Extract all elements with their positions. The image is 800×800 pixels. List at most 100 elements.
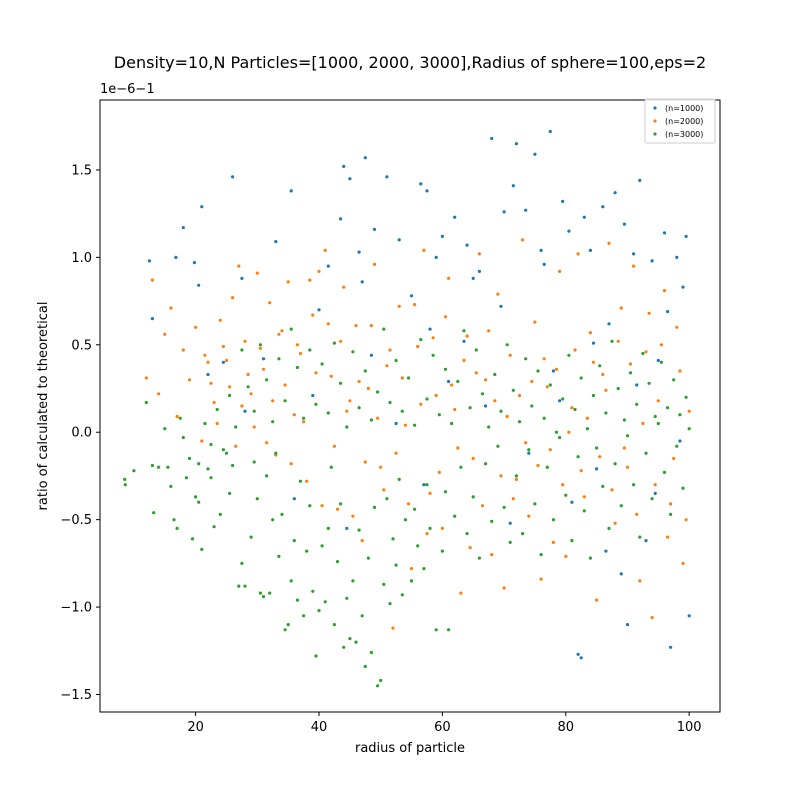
point-s2-88: [681, 561, 685, 566]
point-s2-112: [548, 448, 552, 452]
point-s3-21: [206, 467, 210, 471]
x-tick-label-80: 80: [557, 720, 574, 735]
point-s1-5: [192, 261, 196, 265]
point-s2-155: [283, 383, 287, 387]
x-tick-label-100: 100: [677, 720, 702, 735]
point-s3-164: [480, 392, 485, 396]
point-s2-65: [539, 577, 543, 581]
point-s2-110: [561, 483, 565, 487]
point-s1-17: [363, 156, 367, 160]
point-s3-112: [576, 455, 580, 459]
legend-marker-3: [653, 132, 657, 136]
point-s2-3: [157, 392, 161, 396]
point-s3-110: [564, 493, 568, 497]
point-s2-123: [480, 504, 485, 508]
point-s2-134: [413, 303, 417, 307]
point-s1-9: [240, 276, 244, 280]
point-s1-87: [206, 372, 210, 377]
point-s2-52: [459, 591, 463, 595]
point-s2-20: [261, 367, 266, 371]
point-s2-138: [388, 348, 392, 352]
point-s2-12: [212, 400, 216, 405]
point-s3-14: [181, 435, 185, 440]
y-tick-label-2: −0.5: [60, 513, 92, 528]
point-s3-31: [249, 535, 253, 539]
point-s3-111: [570, 539, 574, 543]
point-s3-67: [360, 614, 364, 618]
point-s1-52: [447, 379, 451, 384]
point-s3-152: [554, 430, 559, 434]
point-s3-71: [372, 505, 377, 509]
point-s3-17: [190, 537, 195, 541]
point-s2-41: [391, 626, 395, 630]
point-s3-154: [542, 416, 546, 420]
point-s3-34: [258, 591, 262, 595]
legend-label-1: (n=1000): [665, 104, 703, 113]
point-s3-37: [268, 591, 272, 595]
point-s3-106: [539, 553, 543, 557]
point-s2-129: [443, 315, 448, 319]
point-s1-26: [477, 269, 481, 273]
point-s2-152: [302, 420, 306, 424]
point-s3-35: [261, 595, 266, 599]
y-axis-label: ratio of calculated to theoretical: [36, 302, 51, 511]
point-s2-80: [632, 264, 636, 268]
point-s2-10: [200, 439, 204, 443]
legend-marker-2: [653, 119, 657, 123]
point-s1-79: [604, 549, 608, 553]
point-s2-125: [468, 546, 472, 550]
point-s2-141: [369, 324, 373, 328]
point-s2-131: [431, 336, 435, 340]
point-s2-162: [240, 404, 244, 408]
point-s2-17: [243, 339, 247, 343]
point-s2-167: [209, 381, 213, 385]
point-s1-31: [524, 208, 528, 212]
point-s2-76: [607, 241, 611, 245]
point-s3-127: [669, 512, 673, 517]
point-s1-64: [625, 623, 630, 627]
point-s3-65: [354, 640, 358, 644]
point-s1-72: [394, 421, 398, 426]
y-tick-label-3: 0.0: [71, 426, 92, 441]
point-s2-36: [360, 539, 364, 543]
point-s3-132: [678, 413, 682, 417]
point-s1-45: [662, 231, 667, 235]
point-s2-113: [542, 357, 546, 361]
point-s3-2: [123, 483, 127, 487]
point-s1-67: [669, 645, 673, 649]
point-s3-206: [221, 448, 225, 452]
point-s3-47: [298, 479, 303, 483]
point-s2-7: [181, 348, 185, 352]
point-s3-198: [271, 420, 275, 424]
point-s3-179: [388, 400, 392, 405]
point-s3-196: [283, 399, 287, 403]
point-s3-95: [471, 495, 475, 499]
point-s3-165: [474, 348, 478, 352]
point-s3-64: [351, 579, 355, 583]
point-s3-18: [194, 495, 198, 499]
point-s2-122: [487, 329, 491, 333]
point-s2-56: [484, 378, 488, 382]
point-s3-59: [335, 560, 340, 564]
point-s3-174: [419, 338, 423, 342]
point-s2-139: [382, 488, 386, 492]
point-s3-6: [152, 511, 156, 515]
point-s2-142: [363, 460, 367, 464]
point-s2-119: [505, 414, 509, 419]
point-s2-4: [163, 332, 167, 336]
point-s3-172: [431, 353, 435, 357]
point-s1-63: [619, 572, 623, 576]
point-s1-4: [181, 226, 185, 230]
point-s3-135: [659, 360, 664, 364]
point-s2-61: [514, 477, 519, 481]
x-tick-label-60: 60: [434, 720, 451, 735]
point-s3-25: [224, 451, 229, 455]
point-s3-113: [582, 509, 586, 513]
point-s2-95: [653, 483, 657, 487]
point-s2-148: [326, 322, 330, 326]
point-s2-85: [662, 289, 667, 293]
point-s2-32: [335, 507, 340, 511]
point-s3-42: [283, 628, 287, 632]
point-s1-42: [632, 252, 636, 256]
point-s3-109: [558, 435, 562, 440]
